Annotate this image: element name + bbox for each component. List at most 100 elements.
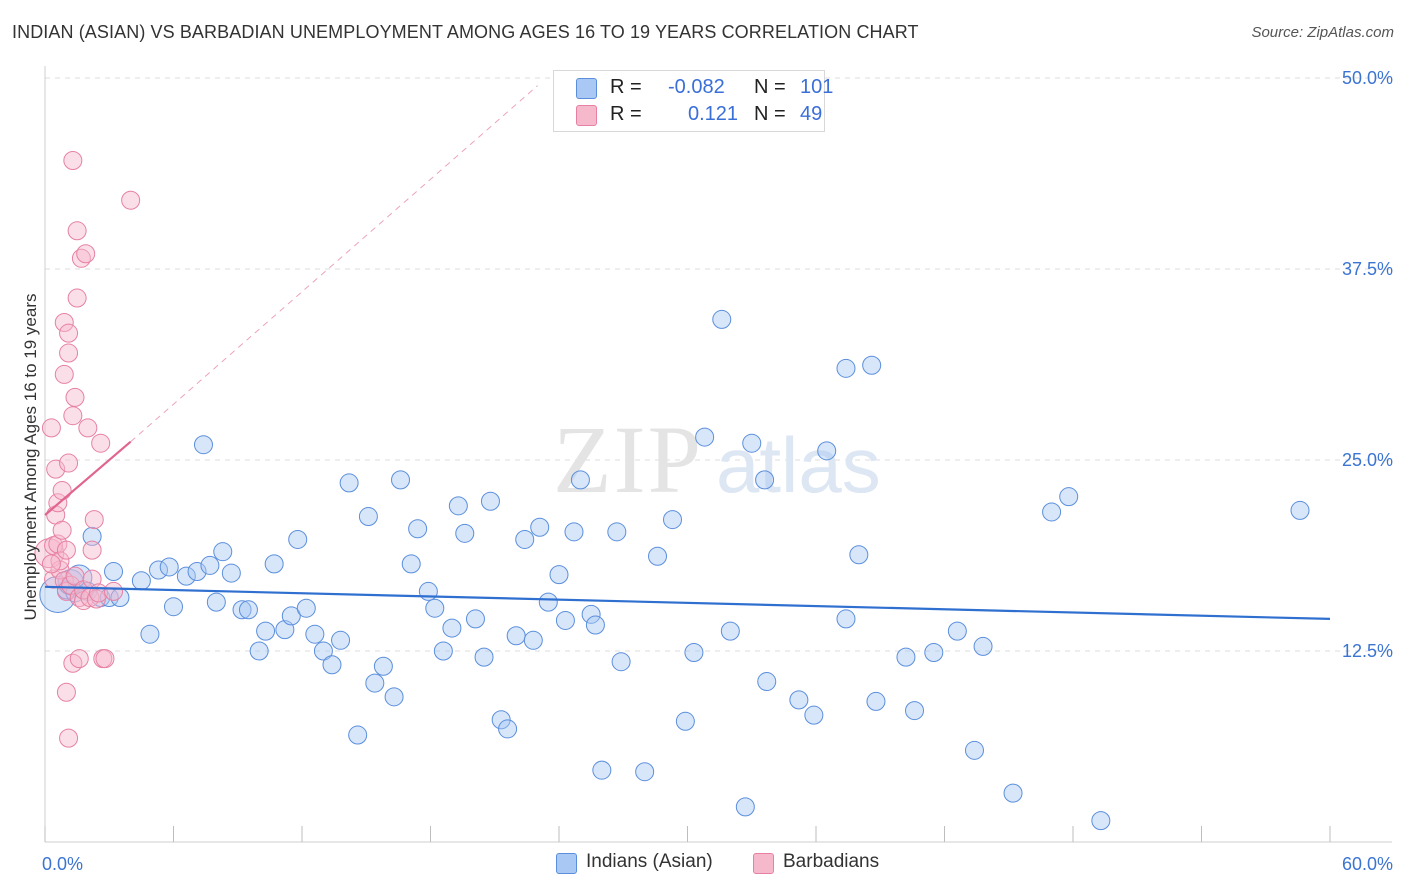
x-tick-label: 0.0% — [42, 854, 83, 874]
data-point-indian — [1003, 783, 1023, 803]
data-point-barbadian — [69, 649, 89, 669]
data-point-indian — [866, 691, 886, 711]
data-point-indian — [538, 592, 558, 612]
data-point-indian — [973, 636, 993, 656]
data-point-indian — [313, 641, 333, 661]
data-point-indian — [789, 690, 809, 710]
data-point-indian — [288, 529, 308, 549]
data-point-indian — [408, 519, 428, 539]
data-point-indian — [480, 491, 500, 511]
data-point-indian — [433, 641, 453, 661]
data-point-barbadian — [76, 244, 96, 264]
correlation-legend: R = -0.082 N = 101 R = 0.121 N = 49 — [553, 70, 833, 132]
data-point-indian — [384, 687, 404, 707]
data-point-barbadian — [121, 190, 141, 210]
y-tick-label: 37.5% — [1342, 259, 1393, 279]
legend-n-value: 101 — [800, 76, 834, 98]
data-point-indian — [755, 470, 775, 490]
y-tick-label: 12.5% — [1342, 641, 1393, 661]
data-point-barbadian — [56, 540, 76, 560]
data-point-indian — [1091, 811, 1111, 831]
data-point-indian — [817, 441, 837, 461]
data-point-indian — [82, 526, 102, 546]
data-point-indian — [1042, 502, 1062, 522]
data-point-indian — [947, 621, 967, 641]
series-barbadians — [34, 151, 141, 748]
watermark-zip: ZIP — [553, 406, 703, 513]
data-point-indian — [249, 641, 269, 661]
data-point-indian — [592, 760, 612, 780]
data-point-barbadian — [59, 323, 79, 343]
data-point-indian — [570, 470, 590, 490]
trendline-barbadians — [44, 440, 132, 516]
data-point-indian — [555, 610, 575, 630]
data-point-indian — [474, 647, 494, 667]
y-tick-label: 50.0% — [1342, 68, 1393, 88]
data-point-indian — [131, 571, 151, 591]
data-point-indian — [675, 711, 695, 731]
data-point-barbadian — [67, 221, 87, 241]
data-point-indian — [757, 672, 777, 692]
data-point-barbadian — [59, 343, 79, 363]
data-point-indian — [448, 496, 468, 516]
data-point-indian — [635, 762, 655, 782]
y-axis-title: Unemployment Among Ages 16 to 19 years — [21, 294, 40, 621]
data-point-indian — [695, 427, 715, 447]
data-point-barbadian — [78, 418, 98, 438]
data-point-barbadian — [46, 459, 66, 479]
legend-n-label: N = — [754, 76, 786, 98]
data-point-indian — [176, 566, 196, 586]
data-point-barbadian — [41, 418, 61, 438]
data-point-indian — [465, 609, 485, 629]
data-point-indian — [564, 522, 584, 542]
data-point-indian — [611, 652, 631, 672]
data-point-indian — [581, 604, 601, 624]
data-point-barbadian — [52, 481, 72, 501]
data-point-indian — [187, 562, 207, 582]
legend-n-value: 49 — [800, 103, 823, 125]
data-point-barbadian — [54, 364, 74, 384]
axis-labels: 12.5% 25.0% 37.5% 50.0% 0.0% 60.0% Unemploymen… — [21, 68, 1393, 874]
data-point-indian — [491, 710, 511, 730]
data-point-barbadian — [59, 453, 79, 473]
data-point-indian — [663, 510, 683, 530]
data-point-indian — [213, 542, 233, 562]
data-point-indian — [140, 624, 160, 644]
data-point-indian — [712, 309, 732, 329]
data-point-indian — [339, 473, 359, 493]
x-tick-label: 60.0% — [1342, 854, 1393, 874]
data-point-barbadian — [59, 728, 79, 748]
data-point-indian — [648, 546, 668, 566]
data-point-indian — [455, 523, 475, 543]
data-point-indian — [735, 797, 755, 817]
data-point-indian — [391, 470, 411, 490]
data-point-indian — [264, 554, 284, 574]
series-indians-asian — [39, 309, 1310, 831]
data-point-barbadian — [63, 406, 83, 426]
data-point-indian — [401, 554, 421, 574]
trendline-barbadians-extension — [130, 85, 538, 443]
legend-label-barbadians: Barbadians — [783, 851, 880, 872]
legend-r-value: 0.121 — [688, 103, 739, 125]
y-tick-label: 25.0% — [1342, 450, 1393, 470]
data-point-indian — [742, 433, 762, 453]
data-point-indian — [256, 621, 276, 641]
data-point-indian — [964, 740, 984, 760]
legend-swatch-barbadians — [753, 853, 774, 874]
data-point-indian — [365, 673, 385, 693]
data-point-indian — [530, 517, 550, 537]
watermark: ZIP atlas — [553, 406, 881, 513]
data-point-indian — [358, 507, 378, 527]
source-label: Source: ZipAtlas.com — [1251, 24, 1394, 41]
data-point-indian — [418, 581, 438, 601]
legend-r-value: -0.082 — [668, 76, 725, 98]
legend-r-label: R = — [610, 76, 642, 98]
data-point-barbadian — [84, 510, 104, 530]
data-point-barbadian — [67, 288, 87, 308]
data-point-indian — [425, 598, 445, 618]
grid-lines — [45, 77, 1392, 652]
watermark-atlas: atlas — [716, 421, 881, 509]
data-point-barbadian — [104, 581, 124, 601]
data-point-indian — [193, 435, 213, 455]
